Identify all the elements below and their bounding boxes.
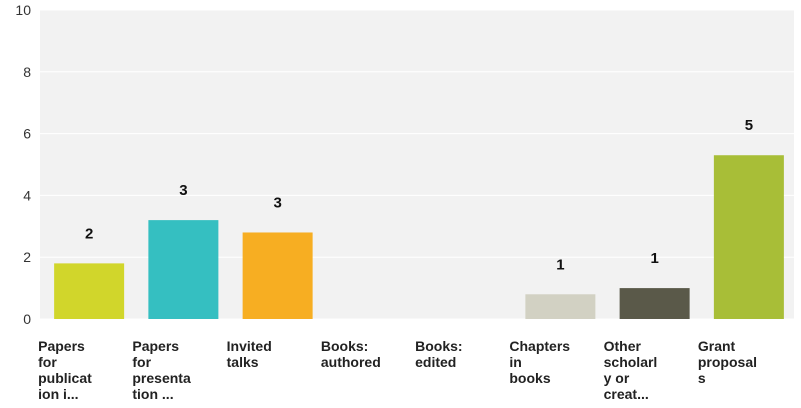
x-category-label: Other scholarl y or creat...: [603, 338, 658, 402]
y-tick-label: 2: [23, 249, 31, 265]
x-category-label: Papers for presenta tion ...: [132, 338, 191, 402]
x-category-label: Books: authored: [320, 338, 381, 370]
bars: [54, 155, 784, 319]
bar: [54, 263, 125, 319]
y-tick-label: 8: [23, 64, 31, 80]
x-category-label: Invited talks: [226, 338, 272, 370]
bar: [619, 288, 690, 319]
y-tick-label: 0: [23, 311, 31, 327]
y-tick-label: 6: [23, 126, 31, 142]
bar: [525, 294, 596, 319]
bar: [713, 155, 784, 319]
x-category-label: Books: edited: [415, 338, 463, 370]
data-label: 1: [556, 256, 564, 273]
data-label: 3: [273, 194, 281, 211]
data-label: 2: [85, 225, 93, 242]
data-label: 1: [650, 250, 658, 267]
x-category-label: Chapters in books: [509, 338, 571, 386]
x-category-label: Grant proposal s: [697, 338, 757, 386]
y-tick-label: 4: [23, 187, 31, 203]
bar: [242, 232, 313, 319]
y-axis-tick-labels: 0 2 4 6 8 10: [15, 2, 31, 327]
data-label: 3: [179, 182, 187, 199]
data-label: 5: [745, 117, 753, 134]
bar: [148, 220, 219, 319]
y-tick-label: 10: [15, 2, 31, 18]
x-category-label: Papers for publicat ion i...: [38, 338, 92, 402]
data-labels: 2 3 3 1 1 5: [85, 117, 753, 273]
